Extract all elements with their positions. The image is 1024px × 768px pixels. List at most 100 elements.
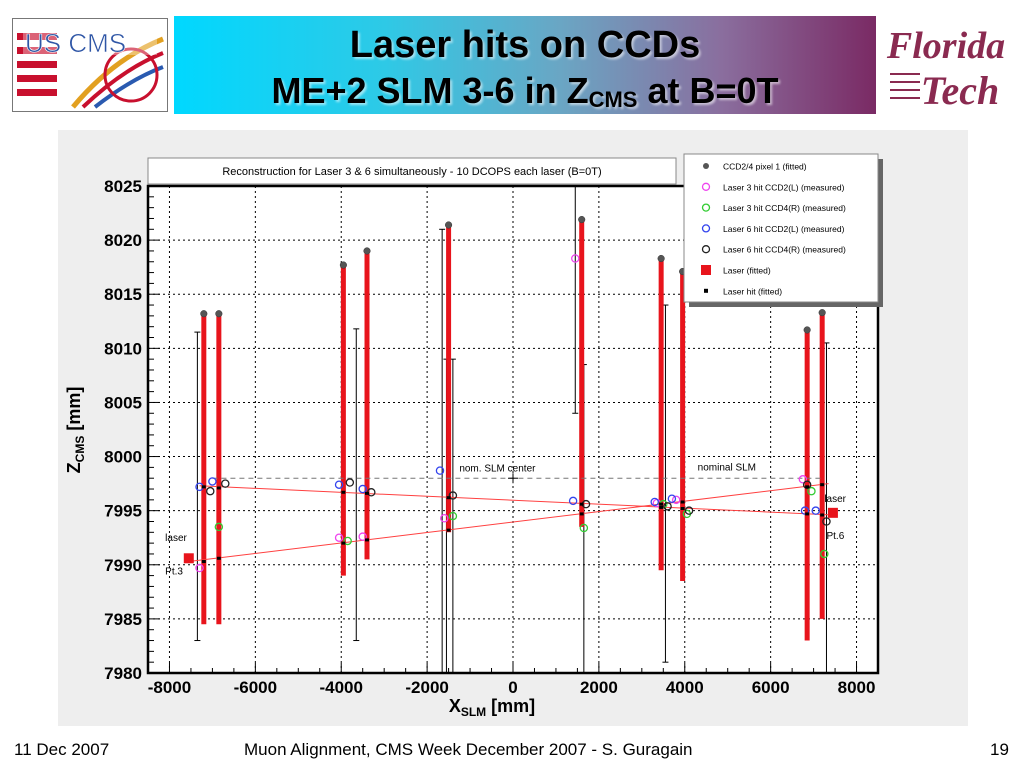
title-line2-suffix: at B=0T [637, 70, 779, 111]
laser-hits-chart: -8000 -6000 -4000 -2000 0 2000 4000 6000 8000 798… [64, 153, 883, 719]
florida-tech-logo-graphic: Florida Tech [886, 25, 1005, 113]
annotations: nom. SLM center nominal SLM laser Pt.3 laser… [165, 463, 846, 578]
laser-hit-fitted-point [201, 485, 206, 489]
y-axis-label: ZCMS [mm] [64, 387, 87, 474]
uscms-logo-graphic: US CMS [13, 19, 167, 111]
legend-marker [701, 245, 711, 254]
footer-center: Muon Alignment, CMS Week December 2007 -… [244, 740, 693, 759]
laser6-ccd2-point [568, 496, 578, 506]
legend-label: Laser 6 hit CCD2(L) (measured) [723, 224, 845, 234]
x-tick-label: 8000 [838, 678, 876, 697]
legend-label: Laser 3 hit CCD4(R) (measured) [723, 203, 846, 213]
y-tick-label: 8015 [104, 285, 142, 304]
x-tick-label: 0 [508, 678, 517, 697]
pixel-fitted-point [578, 215, 586, 224]
data-points [183, 215, 838, 573]
title-line2-sub: CMS [588, 87, 638, 112]
laser-hit-fitted-point [820, 513, 825, 517]
legend-box [683, 153, 879, 303]
x-tick-label: -8000 [148, 678, 191, 697]
x-tick-label: -6000 [234, 678, 277, 697]
laser-hit-fitted-point [216, 486, 221, 490]
laser6-ccd4-point [345, 478, 355, 487]
pixel-fitted-point [363, 247, 371, 255]
laser-hit-fitted-point [820, 483, 825, 487]
laser-hit-fitted-point [446, 528, 451, 532]
title-banner: Laser hits on CCDs ME+2 SLM 3-6 in ZCMS … [174, 16, 876, 114]
slide-title-line2: ME+2 SLM 3-6 in ZCMS at B=0T [174, 70, 876, 113]
y-tick-label: 7990 [104, 556, 142, 575]
laser-hit-fitted-point [680, 500, 685, 504]
chart-title: Reconstruction for Laser 3 & 6 simultane… [222, 166, 601, 178]
chart-panel: -8000 -6000 -4000 -2000 0 2000 4000 6000 8000 798… [58, 130, 968, 726]
legend-label: CCD2/4 pixel 1 (fitted) [723, 162, 807, 172]
laser3-ccd4-point [579, 523, 589, 533]
florida-tech-text-1: Florida [886, 25, 1005, 67]
pixel-fitted-point [818, 309, 826, 317]
laser6-ccd2-point [208, 477, 217, 486]
chart-annotation: laser [165, 533, 187, 544]
pixel-fitted-point [200, 310, 208, 318]
laser3-ccd2-point [440, 513, 449, 523]
x-tick-label: 4000 [666, 678, 704, 697]
laser-hit-fitted-point [579, 512, 584, 516]
x-tick-label: 2000 [580, 678, 618, 697]
laser-hit-fitted-point [805, 485, 810, 489]
laser6-ccd2-point [650, 497, 659, 507]
legend-marker [704, 288, 708, 293]
chart-annotation: nom. SLM center [459, 464, 536, 475]
y-tick-label: 7995 [104, 502, 142, 521]
florida-tech-text-2: Tech [921, 68, 1000, 112]
laser3-ccd2-point [358, 532, 367, 541]
laser-hit-fitted-point [201, 560, 206, 564]
laser-hit-fitted-point [365, 491, 369, 495]
x-axis-label: XSLM [mm] [449, 696, 535, 719]
pixel-fitted-point [657, 254, 665, 263]
legend-marker [703, 163, 709, 169]
x-tick-label: -4000 [319, 678, 362, 697]
y-tick-label: 8000 [104, 448, 142, 467]
plot-frame [146, 184, 880, 675]
laser6-ccd4-point [221, 479, 230, 488]
laser-fitted-line [188, 483, 829, 563]
legend-marker [701, 224, 711, 233]
chart-title-box [147, 157, 677, 185]
laser3-ccd4-point [807, 486, 816, 496]
laser3-ccd4-point [448, 511, 458, 521]
y-tick-label: 8020 [104, 231, 142, 250]
laser6-ccd4-point [684, 506, 694, 515]
y-tick-label: 8025 [104, 177, 142, 196]
flag-stripes [17, 25, 57, 105]
laser6-ccd2-point [667, 494, 677, 504]
laser-hit-fitted-point [659, 505, 664, 509]
laser3-ccd2-point [571, 254, 580, 263]
y-tick-label: 8010 [104, 339, 142, 358]
pixel-fitted-point [803, 326, 811, 334]
slide-title-line1: Laser hits on CCDs [349, 24, 701, 66]
laser-fitted-point [827, 507, 838, 518]
uscms-logo-text: US CMS [25, 28, 126, 58]
laser-fitted-point [183, 553, 194, 564]
laser3-ccd2-point [334, 533, 344, 542]
laser-hit-fitted-point [579, 502, 584, 506]
legend-label: Laser 6 hit CCD4(R) (measured) [723, 245, 846, 255]
pixel-fitted-point [215, 310, 223, 318]
footer-date: 11 Dec 2007 [14, 740, 110, 759]
laser3-ccd4-point [343, 536, 352, 546]
laser-hit-fitted-point [365, 538, 369, 542]
laser-lines [188, 483, 833, 563]
florida-tech-logo: Florida Tech [882, 16, 1010, 113]
title-line2-prefix: ME+2 SLM 3-6 in Z [271, 70, 589, 111]
laser6-ccd2-point [811, 506, 820, 515]
legend-label: Laser 3 hit CCD2(L) (measured) [723, 182, 845, 192]
legend-marker [701, 203, 711, 212]
legend: CCD2/4 pixel 1 (fitted) Laser 3 hit CCD2(… [701, 162, 846, 296]
axis-ticks: -8000 -6000 -4000 -2000 0 2000 4000 6000 8000 798… [104, 177, 879, 697]
laser-hit-fitted-point [659, 502, 664, 506]
laser-hit-fitted-point [446, 496, 451, 500]
page-number: 19 [990, 740, 1009, 759]
pixel-fitted-point [339, 261, 347, 269]
laser6-ccd2-point [800, 506, 810, 515]
pixel-fitted-point [445, 221, 453, 229]
x-tick-label: 6000 [752, 678, 790, 697]
